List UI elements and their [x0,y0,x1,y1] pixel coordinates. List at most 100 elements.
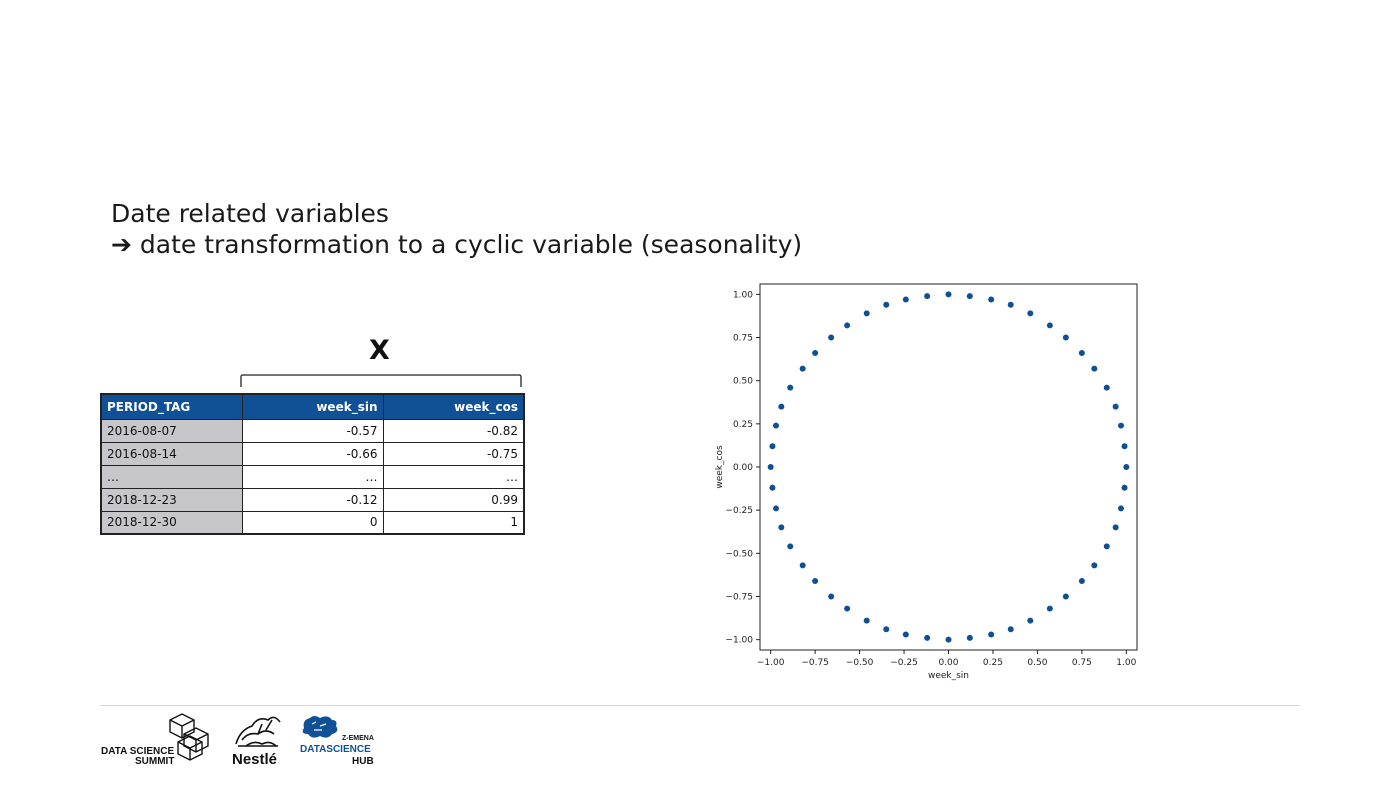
cell-week-sin: -0.66 [241,441,384,466]
cell-week-sin: -0.12 [241,487,384,512]
cell-week-cos: … [382,464,525,489]
scatter-point [883,301,890,308]
scatter-point [988,296,995,303]
y-tick-label: −1.00 [725,636,753,646]
scatter-point [1121,484,1128,491]
scatter-point [799,365,806,372]
scatter-point [1121,443,1128,450]
y-tick-label: 0.25 [733,420,753,430]
scatter-point [1046,605,1053,612]
title-line-1: Date related variables [111,199,389,228]
header-week-cos: week_cos [382,393,525,420]
scatter-point [1091,562,1098,569]
scatter-point [812,577,819,584]
y-tick-label: −0.75 [725,592,753,602]
cell-week-cos: -0.82 [382,418,525,443]
scatter-point [1112,524,1119,531]
scatter-point [1123,464,1130,470]
datascience-hub-logo: Z-EMENA DATASCIENCE HUB [300,716,374,767]
scatter-point [924,634,931,641]
x-tick-label: 0.75 [1072,658,1092,668]
dss-logo-line1: DATA SCIENCE [101,746,174,757]
cell-period-tag: 2018-12-30 [100,510,243,535]
table-row: 2016-08-07 -0.57 -0.82 [100,418,525,443]
x-tick-label: 1.00 [1116,658,1136,668]
scatter-point [883,626,890,633]
cell-week-cos: -0.75 [382,441,525,466]
scatter-point [902,631,909,638]
x-matrix-label: X [369,335,390,366]
scatter-point [966,293,973,300]
feature-table: PERIOD_TAG week_sin week_cos 2016-08-07 … [100,393,525,535]
scatter-point [863,310,870,317]
scatter-point [1062,593,1069,600]
data-science-summit-logo: DATA SCIENCE SUMMIT [101,713,209,767]
scatter-point [787,384,794,391]
scatter-point [773,505,780,512]
scatter-point [778,403,785,410]
title-line-2: ➔ date transformation to a cyclic variab… [111,230,803,259]
cell-week-sin: -0.57 [241,418,384,443]
x-tick-label: −0.75 [801,658,829,668]
y-tick-label: 0.00 [733,463,753,473]
scatter-point [924,293,931,300]
scatter-point [1046,322,1053,329]
scatter-point [945,636,952,643]
y-axis-label: week_cos [715,445,725,489]
header-week-sin: week_sin [241,393,384,420]
scatter-point [828,334,835,341]
scatter-point [787,543,794,550]
scatter-point [1027,617,1034,624]
x-tick-label: −0.50 [846,658,874,668]
scatter-point [767,464,774,470]
cell-period-tag: 2016-08-14 [100,441,243,466]
scatter-point [812,350,819,357]
cell-week-cos: 0.99 [382,487,525,512]
scatter-point [1078,577,1085,584]
scatter-point [1117,505,1124,512]
cell-week-sin: 0 [241,510,384,535]
header-period-tag: PERIOD_TAG [100,393,243,420]
scatter-point [778,524,785,531]
hub-logo-mid: DATASCIENCE [300,744,371,755]
table-row: 2016-08-14 -0.66 -0.75 [100,441,525,466]
scatter-point [966,634,973,641]
y-tick-label: 0.50 [733,377,753,387]
table-header-row: PERIOD_TAG week_sin week_cos [100,393,525,420]
footer-divider [100,705,1300,706]
scatter-point [1007,626,1014,633]
hub-logo-bottom: HUB [352,756,374,767]
scatter-point [1062,334,1069,341]
cell-period-tag: … [100,464,243,489]
scatter-point [769,484,776,491]
scatter-point [828,593,835,600]
table-row: 2018-12-30 0 1 [100,510,525,535]
cell-period-tag: 2018-12-23 [100,487,243,512]
nestle-logo: Nestlé [232,716,281,768]
scatter-point [1117,422,1124,429]
table-row: … … … [100,464,525,489]
scatter-point [988,631,995,638]
scatter-point [844,605,851,612]
x-tick-label: 0.00 [938,658,958,668]
scatter-chart: −1.00 −0.75 −0.50 −0.25 0.00 0.25 0.50 0.75 1.00… [715,283,1138,681]
nestle-logo-text: Nestlé [232,751,277,768]
scatter-point [769,443,776,450]
scatter-point [1007,301,1014,308]
x-tick-label: −0.25 [890,658,918,668]
plot-frame [759,283,1138,651]
scatter-point [1027,310,1034,317]
scatter-point [844,322,851,329]
x-tick-label: 0.25 [983,658,1003,668]
y-tick-label: −0.50 [725,549,753,559]
scatter-point [1078,350,1085,357]
scatter-point [773,422,780,429]
scatter-point [1103,384,1110,391]
x-tick-label: −1.00 [757,658,785,668]
y-tick-label: −0.25 [725,506,753,516]
table-row: 2018-12-23 -0.12 0.99 [100,487,525,512]
scatter-point [863,617,870,624]
scatter-point [902,296,909,303]
y-tick-label: 1.00 [733,290,753,300]
x-tick-label: 0.50 [1027,658,1047,668]
